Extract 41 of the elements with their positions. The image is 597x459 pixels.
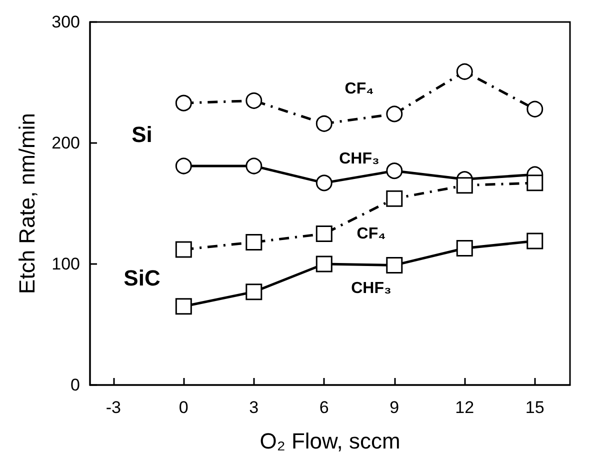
annotation: Si xyxy=(132,122,152,148)
x-tick-label: 12 xyxy=(455,398,474,417)
point xyxy=(526,232,544,250)
x-tick-label: 0 xyxy=(178,398,188,417)
point xyxy=(175,94,192,112)
point xyxy=(246,284,262,300)
y-tick-label: 0 xyxy=(70,376,80,394)
point xyxy=(246,158,262,174)
x-tick-label: 3 xyxy=(249,398,259,417)
series-label: CF₄ xyxy=(344,80,374,98)
x-tick-label: 6 xyxy=(319,398,329,417)
point xyxy=(175,298,192,315)
series-label: CHF₃ xyxy=(339,150,380,168)
point xyxy=(386,256,403,274)
y-tick-label: 200 xyxy=(52,134,80,152)
point xyxy=(386,106,403,122)
y-axis-title: Etch Rate, nm/min xyxy=(14,113,40,294)
y-tick-label: 300 xyxy=(52,12,80,32)
x-tick-label: 9 xyxy=(390,398,400,417)
annotation: SiC xyxy=(124,265,160,290)
point xyxy=(316,256,332,272)
series-label: CHF₃ xyxy=(351,280,392,298)
point xyxy=(386,190,403,207)
point xyxy=(456,63,473,80)
series-label: CF₄ xyxy=(356,226,386,243)
point xyxy=(246,234,262,250)
point xyxy=(386,162,403,180)
point xyxy=(456,177,473,194)
x-tick-label: -3 xyxy=(106,398,121,417)
point xyxy=(316,226,332,242)
point xyxy=(316,174,332,192)
point xyxy=(246,92,262,109)
point xyxy=(526,174,544,192)
x-tick-label: 15 xyxy=(525,398,544,417)
point xyxy=(175,241,192,258)
point xyxy=(316,115,332,132)
y-tick-label: 100 xyxy=(52,254,80,274)
x-axis-title: O₂ Flow, sccm xyxy=(260,428,400,454)
point xyxy=(456,240,473,257)
point xyxy=(175,158,192,174)
point xyxy=(526,100,544,118)
